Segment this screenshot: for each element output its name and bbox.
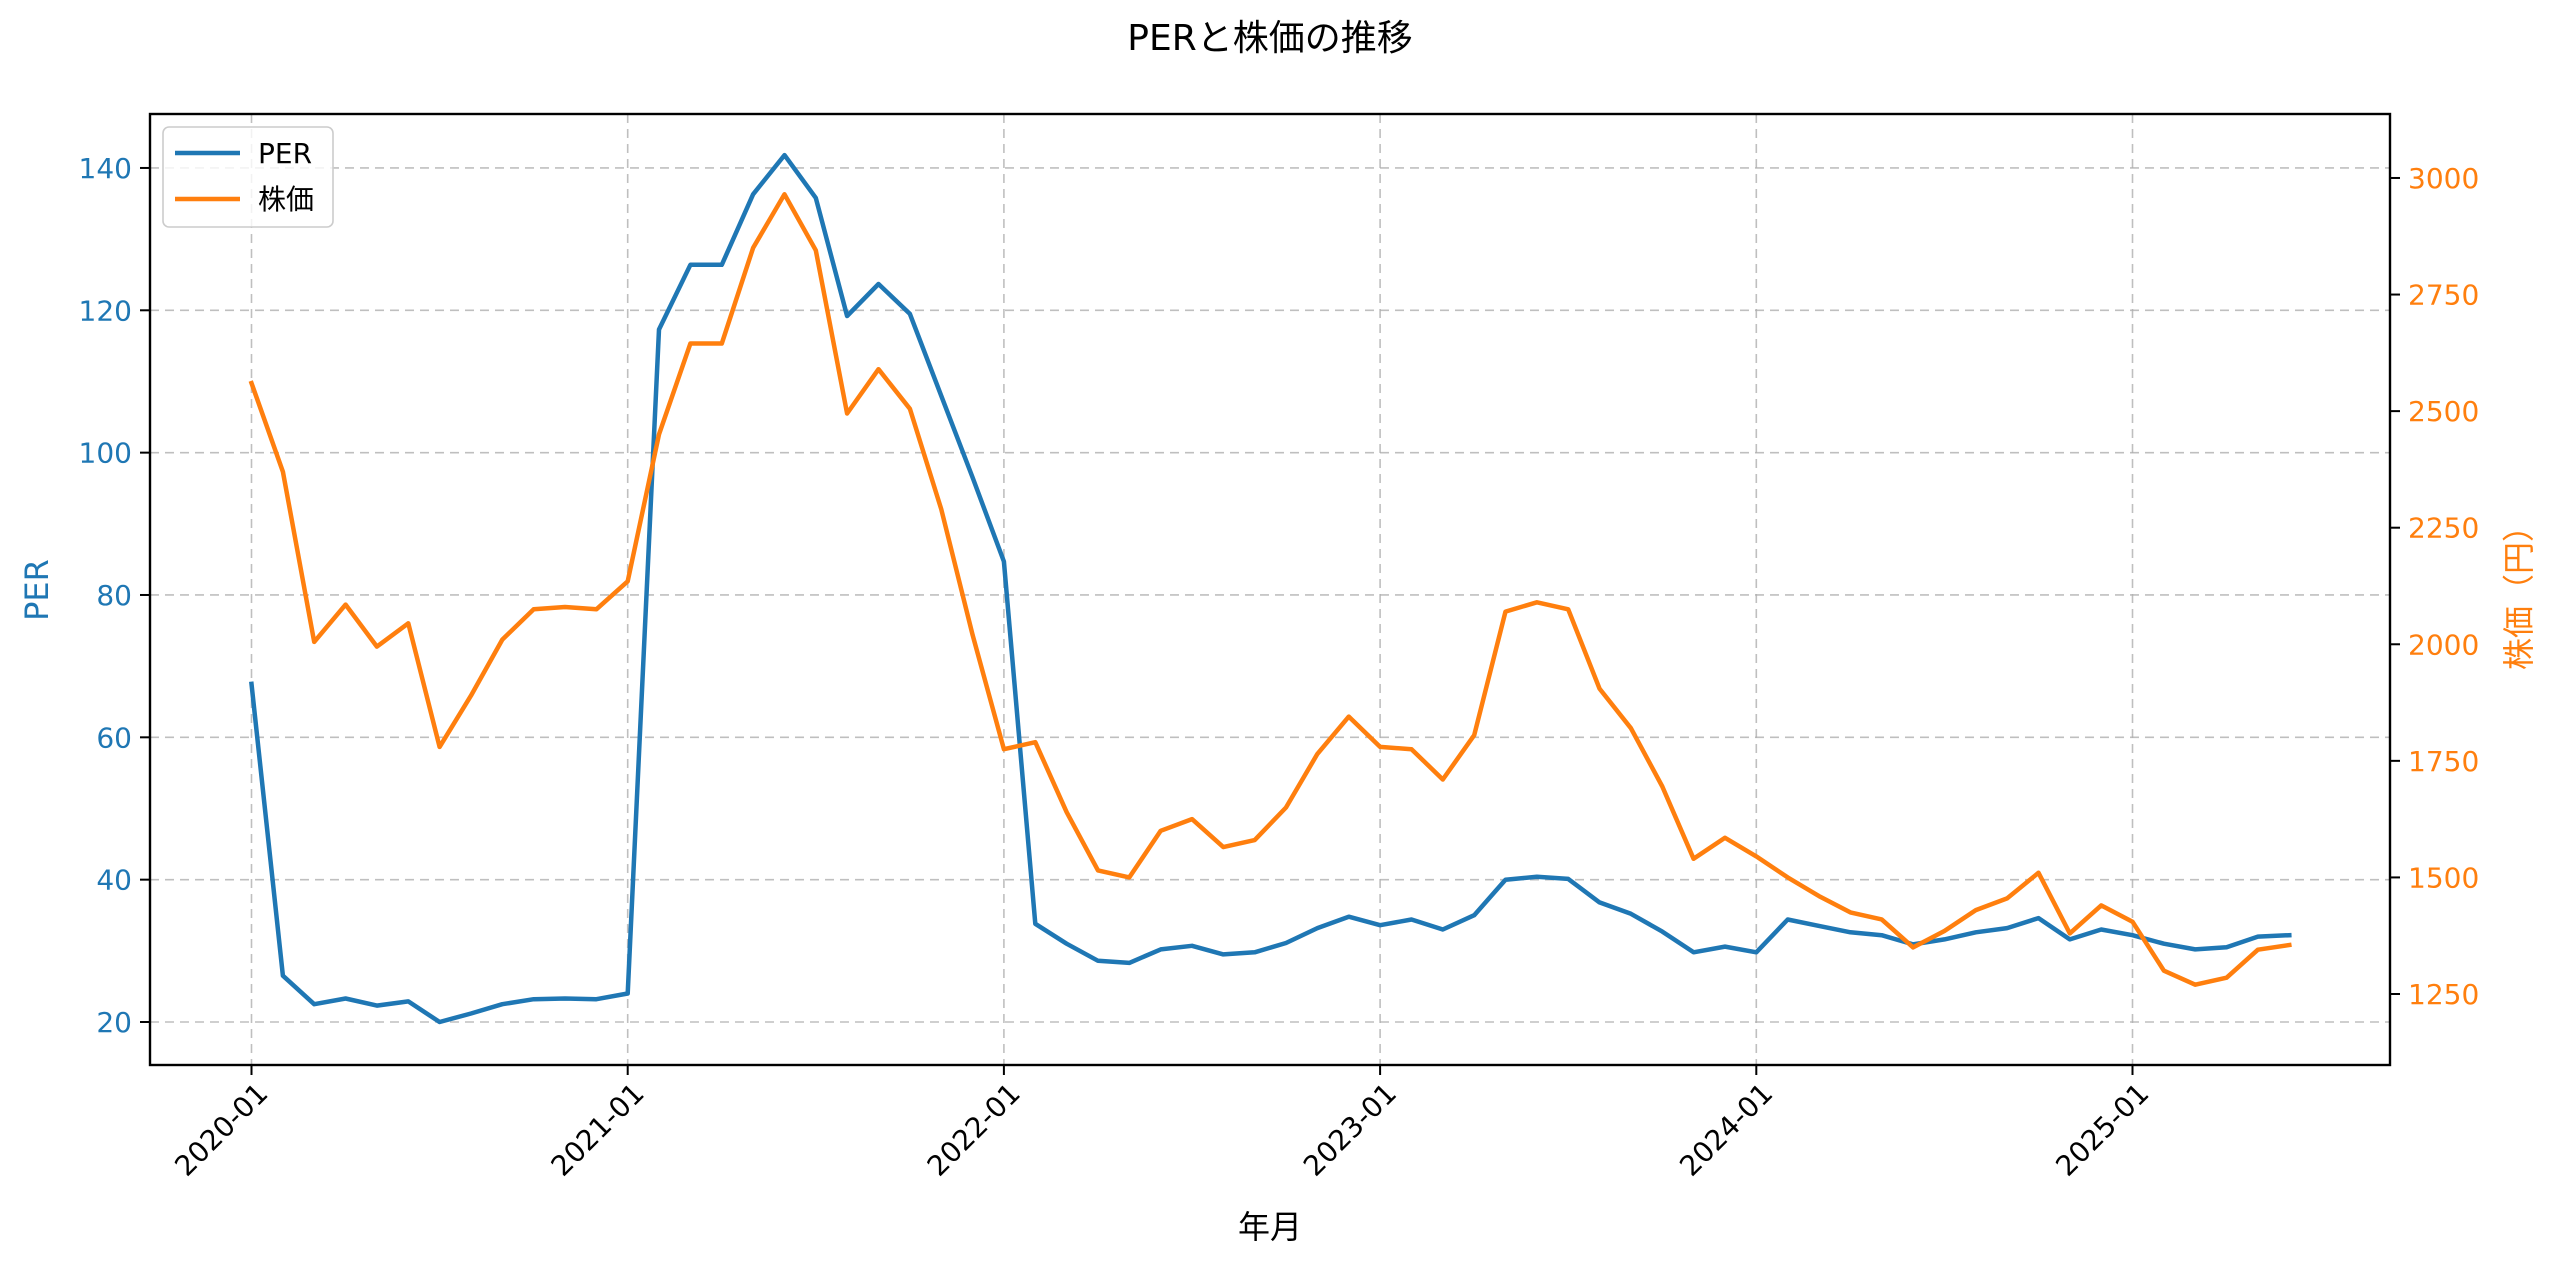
y-axis-left-label: PER	[18, 559, 56, 621]
x-tick-label: 2025-01	[2049, 1077, 2155, 1183]
y-axis-left-ticks: 20 40 60 80 100 120 140	[79, 152, 150, 1039]
y-tick-label-right: 1250	[2408, 978, 2479, 1011]
per-line	[249, 152, 2292, 1025]
y-axis-right-ticks: 1250 1500 1750 2000 2250 2500 2750 3000	[2390, 162, 2479, 1011]
x-axis-ticks: 2020-01 2021-01 2022-01 2023-01 2024-01 2025-…	[168, 1065, 2155, 1183]
x-tick-label: 2021-01	[545, 1077, 651, 1183]
y-tick-label-right: 1750	[2408, 745, 2479, 778]
y-tick-label-left: 140	[79, 152, 132, 185]
y-tick-label-right: 2500	[2408, 395, 2479, 428]
y-tick-label-right: 2750	[2408, 279, 2479, 312]
y-axis-right-label: 株価（円）	[2500, 510, 2538, 670]
legend-label-stock-price: 株価	[258, 183, 314, 216]
grid-lines	[150, 114, 2390, 1065]
y-tick-label-left: 60	[96, 721, 132, 754]
legend-label-per: PER	[258, 137, 312, 170]
plot-frame	[148, 112, 2392, 1067]
y-tick-label-right: 1500	[2408, 861, 2479, 894]
x-tick-label: 2022-01	[921, 1077, 1027, 1183]
y-tick-label-right: 2250	[2408, 512, 2479, 545]
y-tick-label-left: 80	[96, 579, 132, 612]
x-tick-label: 2023-01	[1297, 1077, 1403, 1183]
x-tick-label: 2024-01	[1673, 1077, 1779, 1183]
legend: PER 株価	[162, 126, 334, 228]
y-tick-label-left: 100	[79, 437, 132, 470]
x-axis-label: 年月	[1238, 1208, 1302, 1246]
y-tick-label-left: 20	[96, 1006, 132, 1039]
data-series	[248, 152, 2292, 1025]
x-tick-label: 2020-01	[168, 1077, 274, 1183]
y-tick-label-left: 40	[96, 864, 132, 897]
stock-price-line	[248, 192, 2292, 987]
chart-title: PERと株価の推移	[1127, 18, 1412, 59]
y-tick-label-left: 120	[79, 294, 132, 327]
y-tick-label-right: 2000	[2408, 628, 2479, 661]
y-tick-label-right: 3000	[2408, 162, 2479, 195]
